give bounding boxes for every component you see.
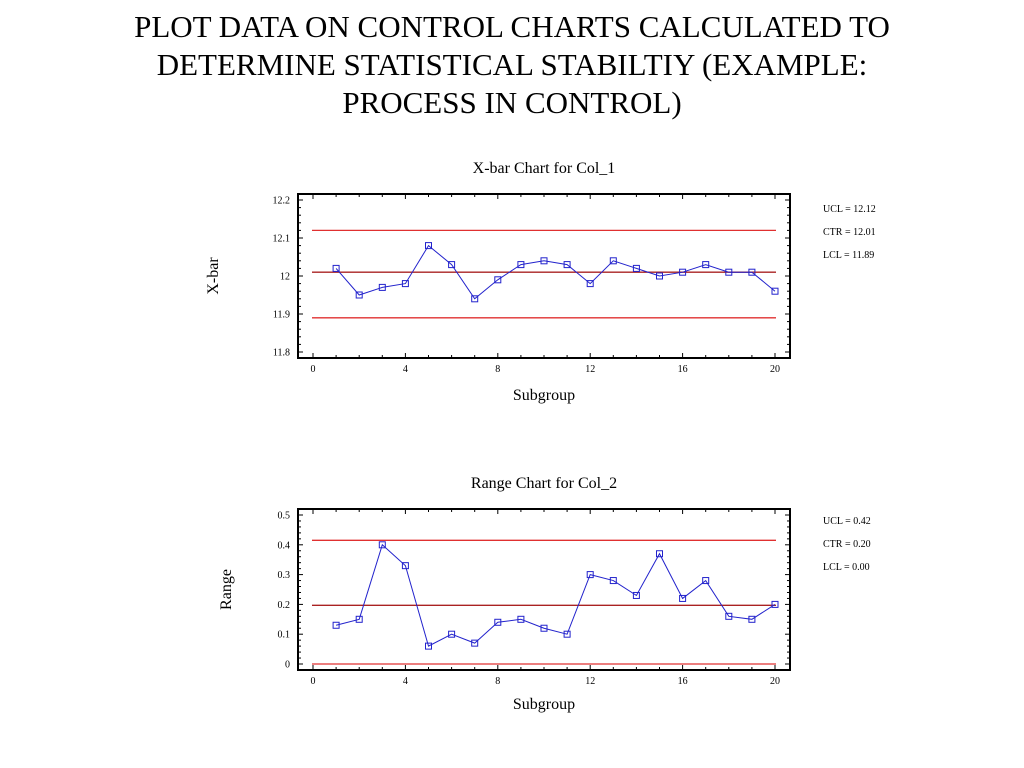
data-point [355, 615, 363, 623]
y-tick-label: 0.5 [278, 511, 291, 522]
data-point [632, 264, 640, 272]
series-line [335, 244, 776, 300]
data-point [494, 276, 502, 284]
y-tick-label: 12 [280, 272, 290, 283]
y-tick-label: 0 [285, 660, 290, 671]
y-axis-title: X-bar [205, 257, 222, 295]
limit-label: CTR = 12.01 [823, 227, 876, 238]
x-tick-label: 4 [403, 364, 408, 375]
data-point [540, 624, 548, 632]
data-point [378, 283, 386, 291]
slide-title: PLOT DATA ON CONTROL CHARTS CALCULATED T… [60, 8, 964, 122]
data-point [401, 280, 409, 288]
x-tick-label: 20 [770, 676, 780, 687]
data-point [771, 287, 779, 295]
chart-title: Range Chart for Col_2 [471, 475, 617, 492]
data-point [748, 268, 756, 276]
x-tick-label: 12 [585, 676, 595, 687]
data-point [771, 600, 779, 608]
x-tick-label: 20 [770, 364, 780, 375]
x-tick-label: 8 [495, 364, 500, 375]
data-point [586, 571, 594, 579]
data-point [448, 630, 456, 638]
x-tick-label: 16 [678, 364, 688, 375]
data-point [425, 242, 432, 250]
slide-title-line-1: PLOT DATA ON CONTROL CHARTS CALCULATED T… [134, 9, 890, 44]
range-chart: Range Chart for Col_2 0 4 8 12 16 20 0 0.1 0.2 0.3… [218, 475, 871, 713]
data-point [679, 594, 687, 602]
limit-label: CTR = 0.20 [823, 539, 871, 550]
data-point [540, 257, 548, 265]
data-point [748, 615, 756, 623]
y-tick-label: 0.3 [278, 570, 291, 581]
xbar-chart: X-bar Chart for Col_1 0 4 8 12 16 20 11.8 11.9 12… [205, 160, 876, 404]
plot-frame [297, 508, 791, 671]
data-point [725, 268, 733, 276]
data-point [702, 261, 710, 269]
limit-label: LCL = 0.00 [823, 562, 870, 573]
data-point [494, 618, 502, 626]
slide-title-line-2: DETERMINE STATISTICAL STABILTIY (EXAMPLE… [156, 47, 868, 82]
y-tick-label: 12.2 [273, 196, 291, 207]
series-line [335, 543, 776, 647]
data-point [425, 642, 432, 650]
data-point [632, 591, 640, 599]
limit-label: LCL = 11.89 [823, 250, 874, 261]
limit-label: UCL = 0.42 [823, 516, 871, 527]
data-point [609, 257, 617, 265]
x-tick-label: 16 [678, 676, 688, 687]
data-point [656, 550, 663, 558]
data-point [586, 280, 594, 288]
plot-frame [297, 193, 791, 359]
limit-label: UCL = 12.12 [823, 204, 876, 215]
data-point [563, 261, 571, 269]
x-axis-title: Subgroup [513, 387, 575, 404]
data-point [563, 630, 571, 638]
y-tick-label: 11.9 [273, 310, 290, 321]
data-point [332, 621, 340, 629]
y-tick-label: 0.1 [278, 630, 291, 641]
y-tick-label: 0.4 [278, 540, 291, 551]
chart-title: X-bar Chart for Col_1 [473, 160, 616, 177]
data-point [702, 577, 710, 585]
data-point [517, 615, 525, 623]
data-point [401, 562, 409, 570]
data-point [656, 272, 663, 280]
slide-title-line-3: PROCESS IN CONTROL) [342, 85, 682, 120]
y-axis-title: Range [218, 569, 235, 610]
data-point [378, 541, 386, 549]
data-point [517, 261, 525, 269]
y-tick-label: 12.1 [273, 234, 291, 245]
data-point [471, 639, 479, 647]
x-tick-label: 8 [495, 676, 500, 687]
x-tick-label: 0 [311, 364, 316, 375]
x-axis-title: Subgroup [513, 696, 575, 713]
data-point [448, 261, 456, 269]
x-tick-label: 0 [311, 676, 316, 687]
data-point [332, 264, 340, 272]
data-point [609, 577, 617, 585]
y-tick-label: 11.8 [273, 348, 290, 359]
y-tick-label: 0.2 [278, 600, 291, 611]
x-tick-label: 12 [585, 364, 595, 375]
data-point [355, 291, 363, 299]
x-tick-label: 4 [403, 676, 408, 687]
data-point [679, 268, 687, 276]
data-point [471, 295, 479, 303]
data-point [725, 612, 733, 620]
